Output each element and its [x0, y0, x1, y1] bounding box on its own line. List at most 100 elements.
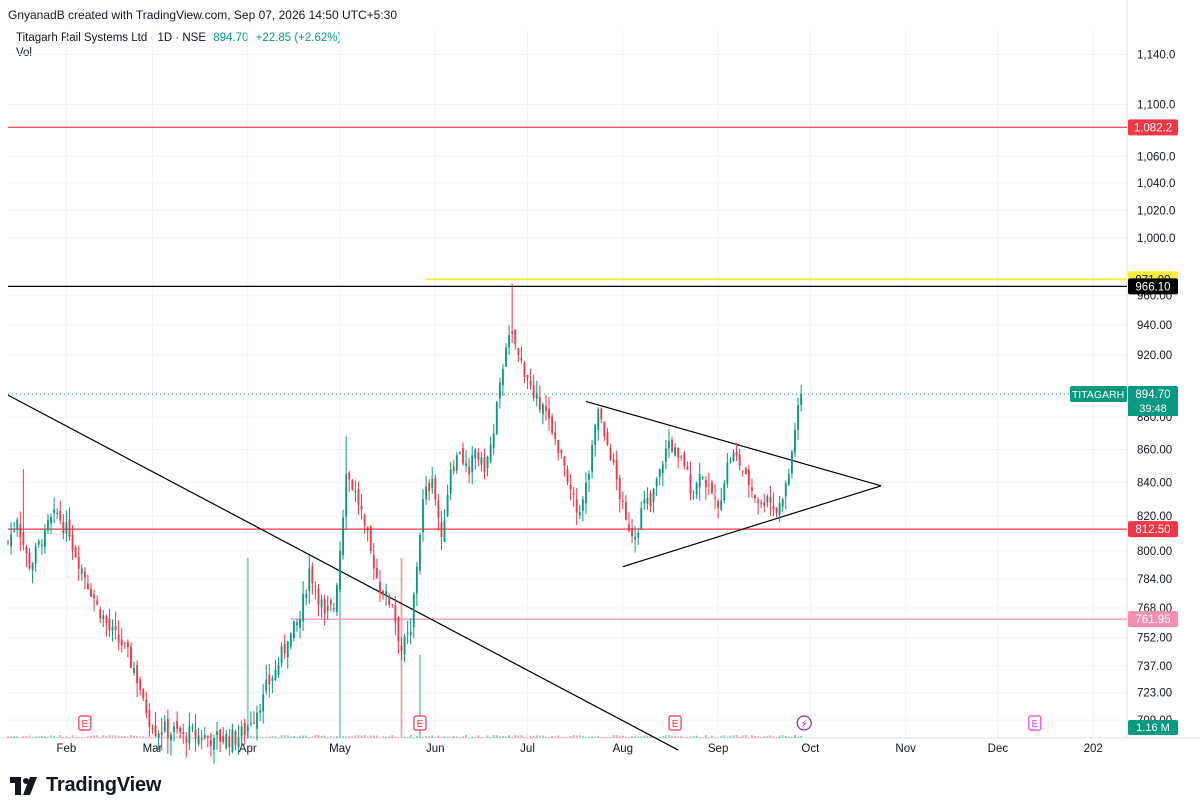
x-tick-label: Apr: [239, 743, 257, 755]
volume-bar: [385, 736, 388, 738]
candle-body: [701, 476, 704, 478]
price-level-tag: 1,082.2: [1134, 122, 1172, 134]
volume-bar: [695, 735, 698, 738]
candle-body: [486, 456, 489, 469]
candle-body: [634, 536, 637, 540]
volume-bar: [560, 737, 563, 739]
candle-body: [422, 499, 424, 533]
volume-bar: [468, 737, 471, 739]
dividend-marker-icon: [796, 715, 812, 731]
symbol-legend[interactable]: Titagarh Rail Systems Ltd · 1D · NSE 894…: [16, 32, 341, 44]
candle-body: [735, 451, 738, 457]
volume-bar: [80, 737, 83, 739]
candle-body: [323, 599, 326, 614]
candle-body: [489, 444, 492, 462]
volume-bar: [754, 736, 756, 738]
candle-body: [111, 626, 114, 632]
volume-bar: [643, 735, 646, 738]
candle-body: [511, 331, 514, 334]
candle-body: [631, 528, 633, 537]
candle-body: [563, 456, 566, 466]
volume-bar: [268, 736, 271, 738]
volume-bar: [10, 736, 12, 738]
volume-bar: [597, 735, 600, 738]
candle-body: [578, 512, 581, 516]
candle-body: [652, 488, 655, 502]
candle-body: [624, 502, 627, 520]
volume-bar: [741, 735, 744, 738]
volume-bar: [148, 735, 151, 738]
volume-bar: [790, 736, 793, 738]
candle-body: [468, 467, 471, 475]
volume-bar: [462, 736, 464, 738]
volume-bar: [317, 734, 320, 738]
candle-body: [465, 463, 467, 466]
candle-body: [615, 459, 618, 480]
candle-body: [194, 729, 197, 739]
volume-bar: [483, 736, 486, 738]
candle-body: [474, 449, 477, 459]
volume-legend[interactable]: Vol: [16, 47, 32, 59]
volume-bar: [763, 735, 766, 738]
volume-bar: [372, 735, 375, 738]
candle-body: [649, 493, 652, 506]
candle-body: [794, 430, 796, 453]
volume-bar: [108, 734, 111, 738]
volume-bar: [674, 735, 677, 738]
price-level-tag-bg: [1128, 611, 1178, 628]
candle-body: [446, 494, 449, 516]
volume-bar: [96, 735, 99, 738]
volume-bar: [477, 735, 480, 738]
candle-body: [397, 617, 400, 642]
volume-bar: [588, 736, 590, 738]
candle-body: [588, 474, 590, 480]
candle-body: [412, 594, 415, 628]
candle-body: [760, 502, 763, 504]
candle-body: [434, 477, 437, 500]
candle-body: [603, 421, 606, 437]
candle-body: [680, 456, 683, 458]
candle-body: [714, 497, 716, 499]
volume-bar: [443, 736, 446, 738]
volume-bar: [649, 735, 652, 738]
volume-bar: [406, 737, 409, 739]
candle-body: [256, 712, 258, 729]
price-level-tag-bg: [1128, 278, 1178, 295]
candle-body: [425, 486, 428, 500]
candle-body: [643, 499, 646, 504]
candle-body: [480, 457, 483, 465]
volume-bar: [585, 737, 587, 739]
candle-body: [600, 408, 603, 420]
x-tick-label: Aug: [613, 743, 633, 755]
candle-body: [206, 735, 209, 738]
volume-bar: [425, 735, 428, 738]
volume-bar: [714, 737, 716, 739]
volume-bar: [323, 735, 326, 738]
candle-body: [409, 631, 412, 636]
volume-bar: [621, 735, 624, 738]
volume-bar: [428, 736, 431, 738]
candle-body: [443, 520, 446, 542]
volume-bar: [612, 735, 615, 738]
candle-body: [151, 727, 154, 729]
candle-body: [526, 375, 529, 378]
candle-body: [277, 664, 280, 675]
x-tick-label: Mar: [143, 743, 163, 755]
volume-bar: [800, 735, 803, 738]
volume-bar: [65, 736, 68, 738]
volume-bar: [557, 735, 560, 738]
candle-body: [213, 738, 215, 750]
candle-body: [71, 534, 74, 551]
candle-body: [787, 474, 790, 485]
x-tick-label: Jun: [426, 743, 445, 755]
y-tick-label: 723.00: [1137, 688, 1172, 700]
x-tick-label: Sep: [708, 743, 728, 755]
y-tick-label: 784.00: [1137, 574, 1172, 586]
candle-body: [320, 599, 323, 608]
candle-body: [382, 591, 384, 596]
candle-body: [259, 710, 262, 713]
candle-body: [744, 467, 747, 475]
candle-body: [419, 534, 421, 571]
volume-bar: [489, 736, 492, 738]
